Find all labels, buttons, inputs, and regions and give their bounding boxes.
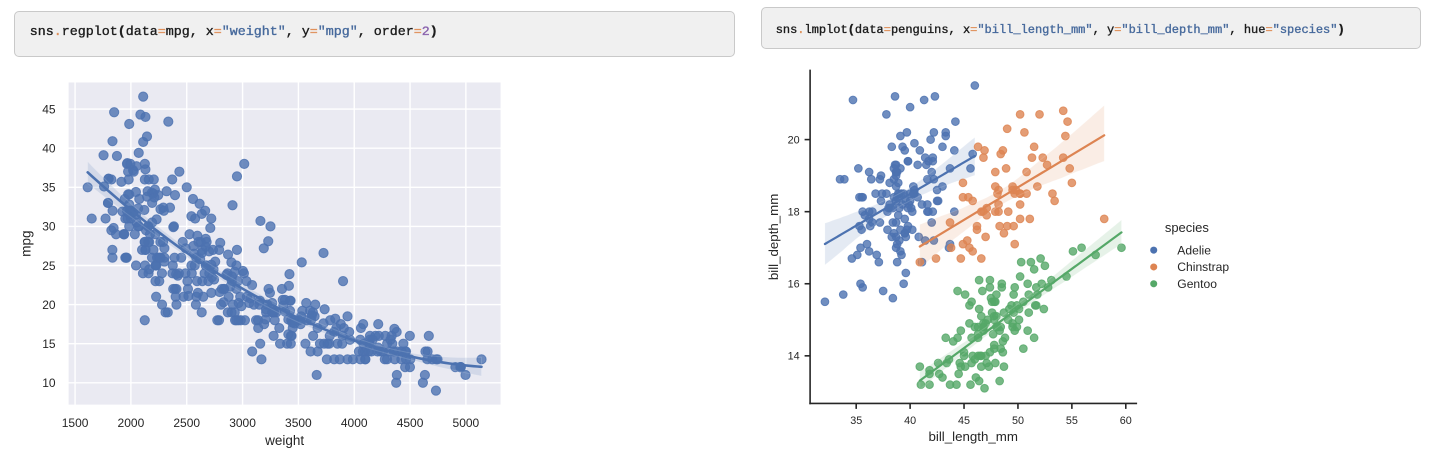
svg-text:35: 35 [42, 181, 56, 195]
svg-text:2500: 2500 [173, 416, 200, 430]
svg-text:20: 20 [788, 135, 800, 147]
svg-text:bill_length_mm: bill_length_mm [928, 429, 1017, 444]
svg-text:30: 30 [42, 220, 56, 234]
svg-text:16: 16 [788, 279, 800, 291]
svg-text:1500: 1500 [62, 416, 89, 430]
svg-text:50: 50 [1012, 415, 1024, 427]
svg-text:60: 60 [1120, 415, 1132, 427]
svg-text:14: 14 [788, 351, 800, 363]
svg-text:Gentoo: Gentoo [1177, 277, 1217, 291]
svg-text:45: 45 [42, 102, 56, 116]
svg-text:species: species [1165, 220, 1210, 235]
svg-text:3500: 3500 [285, 416, 312, 430]
svg-text:40: 40 [42, 142, 56, 156]
svg-text:20: 20 [42, 298, 56, 312]
svg-text:3000: 3000 [229, 416, 256, 430]
svg-text:Adelie: Adelie [1177, 243, 1211, 257]
svg-text:Chinstrap: Chinstrap [1177, 260, 1229, 274]
svg-text:45: 45 [958, 415, 970, 427]
svg-text:40: 40 [904, 415, 916, 427]
svg-text:bill_depth_mm: bill_depth_mm [766, 194, 781, 280]
svg-text:weight: weight [264, 433, 304, 448]
svg-text:18: 18 [788, 207, 800, 219]
svg-text:mpg: mpg [19, 230, 34, 256]
svg-text:4500: 4500 [397, 416, 424, 430]
svg-text:55: 55 [1066, 415, 1078, 427]
svg-text:4000: 4000 [341, 416, 368, 430]
svg-text:5000: 5000 [453, 416, 480, 430]
svg-text:2000: 2000 [118, 416, 145, 430]
svg-text:35: 35 [850, 415, 862, 427]
svg-text:15: 15 [42, 337, 56, 351]
svg-text:25: 25 [42, 259, 56, 273]
svg-text:10: 10 [42, 376, 56, 390]
